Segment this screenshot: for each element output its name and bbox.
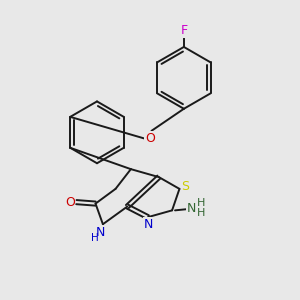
Text: N: N — [96, 226, 105, 239]
Text: S: S — [181, 180, 189, 193]
Text: O: O — [65, 196, 75, 208]
Text: H: H — [197, 198, 206, 208]
Text: O: O — [145, 132, 155, 145]
Text: F: F — [180, 24, 188, 37]
Text: N: N — [143, 218, 153, 231]
Text: H: H — [91, 233, 98, 243]
Text: N: N — [187, 202, 196, 214]
Text: H: H — [197, 208, 206, 218]
